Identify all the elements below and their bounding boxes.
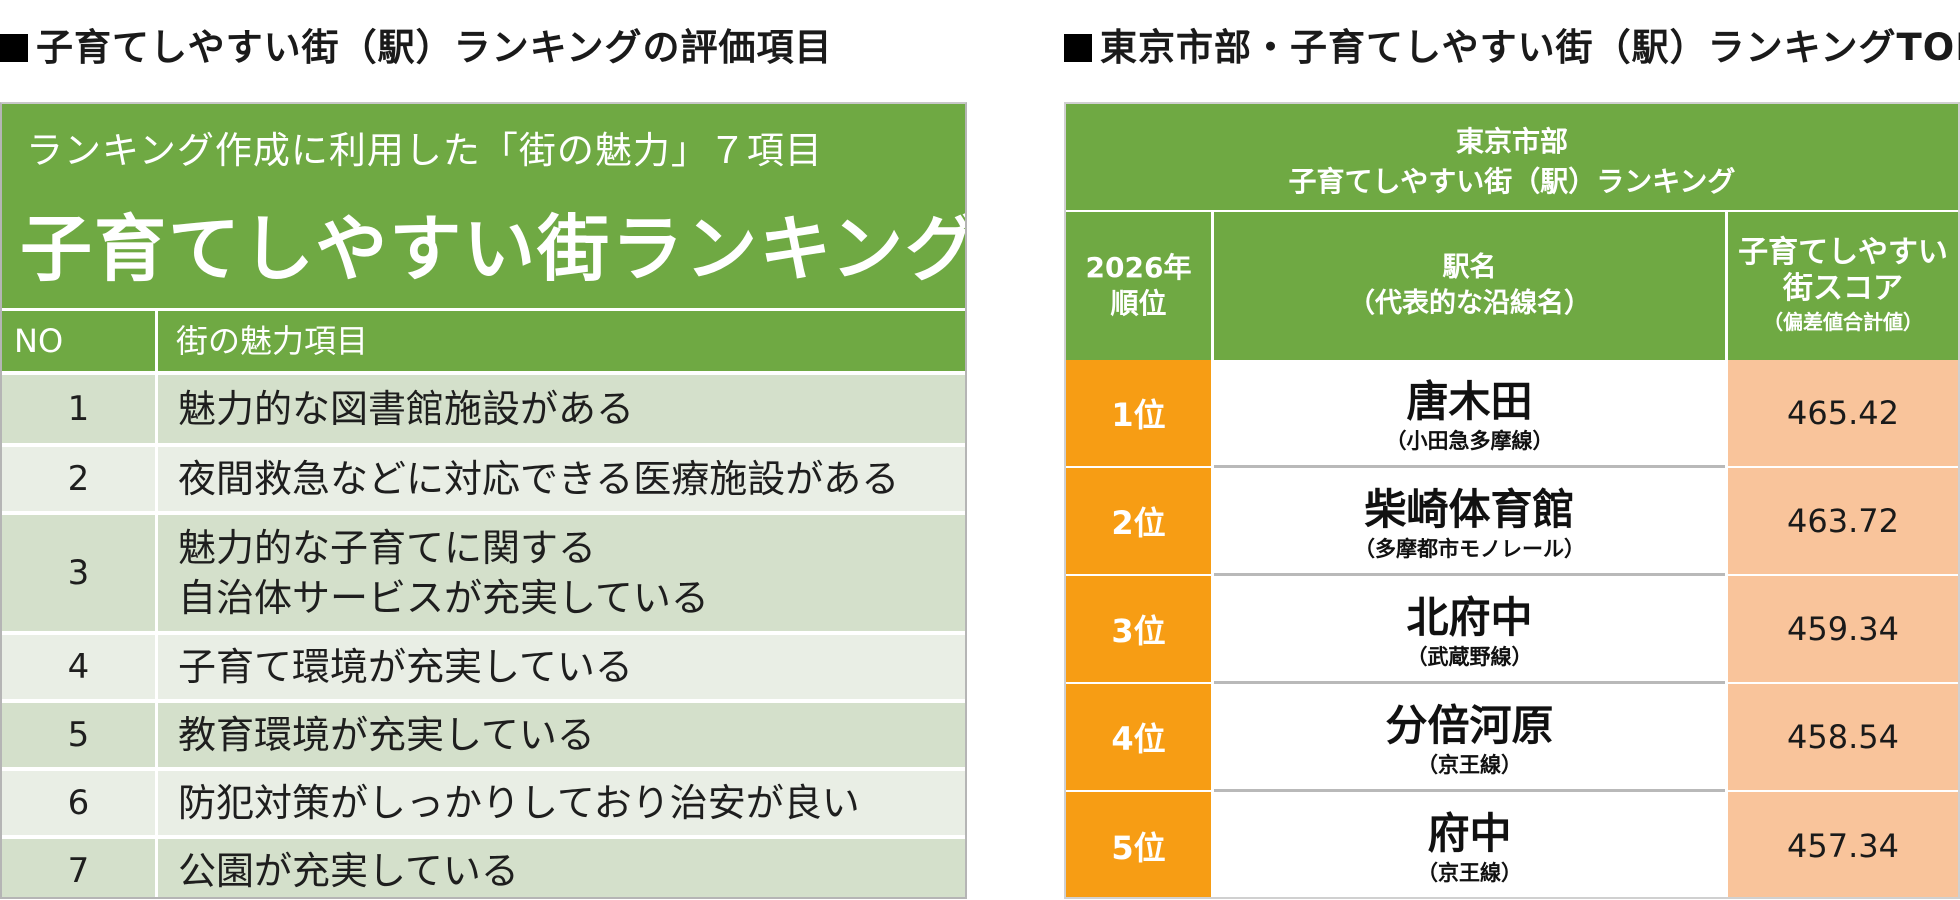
station-name: 分倍河原	[1385, 701, 1554, 750]
table-row: 5位 府中 （京王線） 457.34	[1066, 792, 1958, 897]
row-item-text: 子育て環境が充実している	[178, 645, 633, 689]
row-item-text: 教育環境が充実している	[178, 713, 595, 757]
row-item-text: 公園が充実している	[178, 849, 519, 893]
evaluation-table-main-title: 子育てしやすい街ランキング	[20, 207, 967, 291]
table-row: 6 防犯対策がしっかりしており治安が良い	[2, 767, 965, 835]
station-line: （京王線）	[1417, 861, 1522, 885]
evaluation-table-header: ランキング作成に利用した「街の魅力」７項目 子育てしやすい街ランキング	[2, 104, 965, 304]
column-header-rank-line1: 2026年	[1085, 251, 1192, 284]
table-row: 1位 唐木田 （小田急多摩線） 465.42	[1066, 360, 1958, 468]
table-row: 7 公園が充実している	[2, 835, 965, 897]
station-line: （小田急多摩線）	[1385, 429, 1554, 453]
column-header-rank-line2: 順位	[1110, 287, 1167, 320]
station-cell: 柴崎体育館 （多摩都市モノレール）	[1214, 468, 1725, 576]
table-row: 5 教育環境が充実している	[2, 699, 965, 767]
row-item-text-line1: 魅力的な子育てに関する	[178, 526, 597, 570]
column-header-no: NO	[2, 311, 158, 371]
row-number: 4	[2, 635, 158, 699]
table-row: 1 魅力的な図書館施設がある	[2, 371, 965, 443]
station-line: （多摩都市モノレール）	[1354, 537, 1585, 561]
station-cell: 北府中 （武蔵野線）	[1214, 576, 1725, 684]
row-item-text: 魅力的な子育てに関する 自治体サービスが充実している	[178, 515, 965, 631]
right-section-title-text: 東京市部・子育てしやすい街（駅）ランキングTOP5	[1100, 26, 1960, 69]
evaluation-items-table: ランキング作成に利用した「街の魅力」７項目 子育てしやすい街ランキング NO 街…	[0, 102, 967, 899]
score-cell: 458.54	[1728, 684, 1958, 792]
station-name: 北府中	[1406, 593, 1533, 642]
evaluation-table-body: 1 魅力的な図書館施設がある 2 夜間救急などに対応できる医療施設がある 3 魅…	[2, 371, 965, 897]
score-cell: 465.42	[1728, 360, 1958, 468]
ranking-table-title: 東京市部 子育てしやすい街（駅）ランキング	[1066, 104, 1958, 210]
row-number: 3	[2, 515, 158, 631]
station-cell: 唐木田 （小田急多摩線）	[1214, 360, 1725, 468]
column-header-station: 駅名 （代表的な沿線名）	[1214, 212, 1725, 360]
ranking-table-title-line1: 東京市部	[1455, 125, 1568, 158]
rank-cell: 5位	[1066, 792, 1211, 897]
row-number: 1	[2, 375, 158, 443]
left-section-title: 子育てしやすい街（駅）ランキングの評価項目	[0, 20, 833, 76]
rank-cell: 2位	[1066, 468, 1211, 576]
station-line: （武蔵野線）	[1406, 645, 1533, 669]
row-item-text: 夜間救急などに対応できる医療施設がある	[178, 457, 900, 501]
row-number: 6	[2, 771, 158, 835]
black-square-icon	[0, 34, 28, 62]
row-number: 2	[2, 447, 158, 511]
row-item-text: 魅力的な図書館施設がある	[178, 387, 635, 431]
column-header-station-line1: 駅名	[1442, 252, 1497, 283]
row-item-text: 防犯対策がしっかりしており治安が良い	[178, 781, 860, 825]
station-name: 唐木田	[1406, 377, 1533, 426]
station-name: 府中	[1427, 809, 1512, 858]
column-header-score-line1: 子育てしやすい	[1738, 235, 1948, 270]
station-line: （京王線）	[1417, 753, 1522, 777]
station-cell: 分倍河原 （京王線）	[1214, 684, 1725, 792]
score-cell: 457.34	[1728, 792, 1958, 897]
column-header-score: 子育てしやすい 街スコア （偏差値合計値）	[1728, 212, 1958, 360]
row-number: 7	[2, 839, 158, 897]
table-row: 2 夜間救急などに対応できる医療施設がある	[2, 443, 965, 511]
station-cell: 府中 （京王線）	[1214, 792, 1725, 897]
table-row: 4 子育て環境が充実している	[2, 631, 965, 699]
ranking-table-title-line2: 子育てしやすい街（駅）ランキング	[1288, 165, 1736, 198]
table-row: 4位 分倍河原 （京王線） 458.54	[1066, 684, 1958, 792]
score-cell: 459.34	[1728, 576, 1958, 684]
column-header-score-line3: （偏差値合計値）	[1763, 310, 1923, 334]
ranking-table-body: 1位 唐木田 （小田急多摩線） 465.42 2位 柴崎体育館 （多摩都市モノレ…	[1066, 360, 1958, 897]
left-section-title-text: 子育てしやすい街（駅）ランキングの評価項目	[36, 26, 833, 69]
table-row: 3 魅力的な子育てに関する 自治体サービスが充実している	[2, 511, 965, 631]
column-header-score-line2: 街スコア	[1783, 271, 1903, 306]
column-header-item: 街の魅力項目	[176, 322, 369, 360]
right-section-title: 東京市部・子育てしやすい街（駅）ランキングTOP5	[1064, 20, 1960, 76]
score-cell: 463.72	[1728, 468, 1958, 576]
row-item-text-line2: 自治体サービスが充実している	[178, 576, 709, 620]
row-number: 5	[2, 703, 158, 767]
rank-cell: 1位	[1066, 360, 1211, 468]
ranking-table: 東京市部 子育てしやすい街（駅）ランキング 2026年 順位 駅名 （代表的な沿…	[1064, 102, 1960, 899]
ranking-table-column-header: 2026年 順位 駅名 （代表的な沿線名） 子育てしやすい 街スコア （偏差値合…	[1066, 212, 1958, 360]
evaluation-table-column-header: NO 街の魅力項目	[2, 308, 965, 371]
column-header-rank: 2026年 順位	[1066, 212, 1211, 360]
table-row: 3位 北府中 （武蔵野線） 459.34	[1066, 576, 1958, 684]
rank-cell: 4位	[1066, 684, 1211, 792]
black-square-icon	[1064, 34, 1092, 62]
column-header-station-line2: （代表的な沿線名）	[1348, 288, 1591, 319]
table-row: 2位 柴崎体育館 （多摩都市モノレール） 463.72	[1066, 468, 1958, 576]
rank-cell: 3位	[1066, 576, 1211, 684]
station-name: 柴崎体育館	[1364, 485, 1575, 534]
evaluation-table-subtitle: ランキング作成に利用した「街の魅力」７項目	[26, 129, 823, 172]
